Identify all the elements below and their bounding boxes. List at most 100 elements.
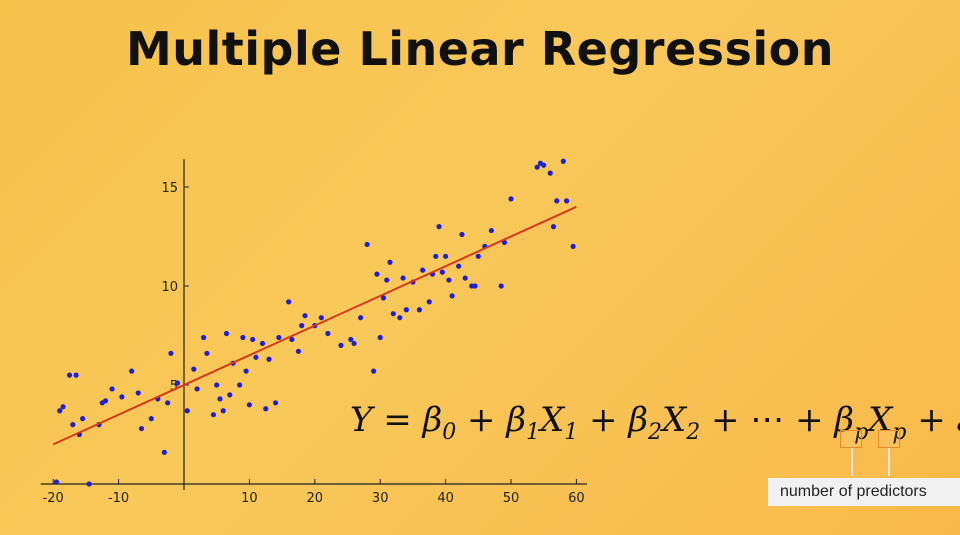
formula-plus-dots: + ⋯ + — [700, 400, 835, 440]
data-point — [102, 398, 109, 404]
x-tick-label: -10 — [108, 491, 129, 506]
formula-beta1-sub: 1 — [525, 419, 540, 445]
data-point — [563, 198, 570, 204]
data-point — [371, 368, 377, 374]
formula-x2-sub: 2 — [686, 419, 701, 445]
data-point — [135, 390, 141, 396]
predictors-tooltip: number of predictors — [768, 478, 960, 506]
data-point — [194, 386, 200, 392]
data-point — [488, 227, 494, 234]
data-point — [243, 368, 249, 374]
data-point — [390, 311, 396, 317]
data-point — [377, 334, 383, 341]
data-point — [364, 241, 370, 248]
data-point — [266, 356, 272, 362]
data-point — [263, 406, 269, 412]
formula-plus-1: + — [456, 400, 507, 440]
formula-beta0: β — [422, 400, 443, 440]
formula-beta2: β — [628, 400, 648, 440]
data-point — [250, 336, 256, 343]
data-point — [318, 315, 324, 321]
data-point — [236, 382, 243, 388]
data-point — [57, 408, 63, 414]
data-point — [472, 283, 478, 289]
data-point — [560, 158, 566, 164]
data-point — [420, 267, 426, 273]
data-point — [397, 315, 403, 321]
data-point — [276, 334, 282, 341]
data-point — [223, 330, 230, 337]
x-tick-label: 40 — [437, 491, 454, 506]
data-point — [416, 307, 423, 313]
data-point — [272, 400, 279, 406]
data-point — [426, 299, 432, 305]
y-tick-label: 10 — [161, 280, 178, 295]
data-point — [449, 293, 455, 299]
data-point — [184, 408, 190, 414]
x-tick-label: 10 — [241, 491, 258, 506]
data-point — [338, 342, 344, 348]
data-point — [325, 330, 331, 337]
axes — [40, 159, 587, 490]
fit-line — [52, 205, 577, 446]
data-point — [380, 295, 387, 301]
data-point — [148, 416, 154, 422]
data-point — [439, 269, 445, 275]
data-point — [168, 350, 174, 356]
data-point — [66, 372, 73, 378]
regression-formula: Y = β0 + β1X1 + β2X2 + ⋯ + βpXp + ε — [350, 400, 960, 445]
formula-equals: = — [372, 400, 423, 440]
formula-epsilon: ε — [957, 400, 960, 440]
data-point — [462, 275, 468, 281]
data-point — [498, 283, 504, 289]
beta-p-highlight-box — [840, 430, 862, 448]
data-point — [210, 412, 217, 418]
data-point — [550, 224, 557, 230]
data-point — [240, 334, 246, 341]
formula-y: Y — [350, 400, 373, 440]
data-point — [387, 259, 393, 265]
x-tick-label: 20 — [307, 491, 324, 506]
data-point — [384, 277, 390, 283]
data-point — [547, 170, 553, 176]
beta-p-pointer-line — [851, 448, 853, 476]
data-point — [436, 224, 442, 230]
data-point — [191, 366, 197, 372]
data-point — [348, 336, 354, 343]
data-point — [73, 372, 79, 378]
data-point — [508, 196, 514, 202]
data-point — [456, 263, 462, 269]
points — [53, 158, 576, 487]
data-point — [246, 402, 252, 408]
formula-x1-sub: 1 — [564, 419, 579, 445]
data-point — [289, 336, 295, 343]
data-point — [446, 277, 452, 283]
formula-beta0-sub: 0 — [442, 419, 457, 445]
data-point — [475, 253, 481, 259]
data-point — [86, 481, 92, 487]
x-tick-label: 30 — [372, 491, 389, 506]
data-point — [80, 416, 86, 422]
x-p-highlight-box — [878, 430, 900, 448]
formula-beta1: β — [506, 400, 526, 440]
data-point — [227, 392, 233, 398]
data-point — [253, 354, 259, 360]
formula-x1: X — [539, 400, 565, 440]
data-point — [403, 307, 409, 313]
data-point — [60, 404, 66, 410]
formula-x2: X — [661, 400, 687, 440]
data-point — [259, 340, 266, 347]
x-tick-label: 60 — [568, 491, 585, 506]
data-point — [129, 368, 135, 374]
formula-beta2-sub: 2 — [647, 419, 662, 445]
data-point — [400, 275, 406, 281]
formula-plus-4: + — [906, 400, 957, 440]
data-point — [299, 323, 305, 329]
data-point — [109, 386, 115, 392]
y-tick-label: 15 — [161, 181, 178, 196]
data-point — [570, 243, 576, 249]
formula-plus-2: + — [578, 400, 629, 440]
y-tick-label: 5 — [170, 379, 178, 394]
